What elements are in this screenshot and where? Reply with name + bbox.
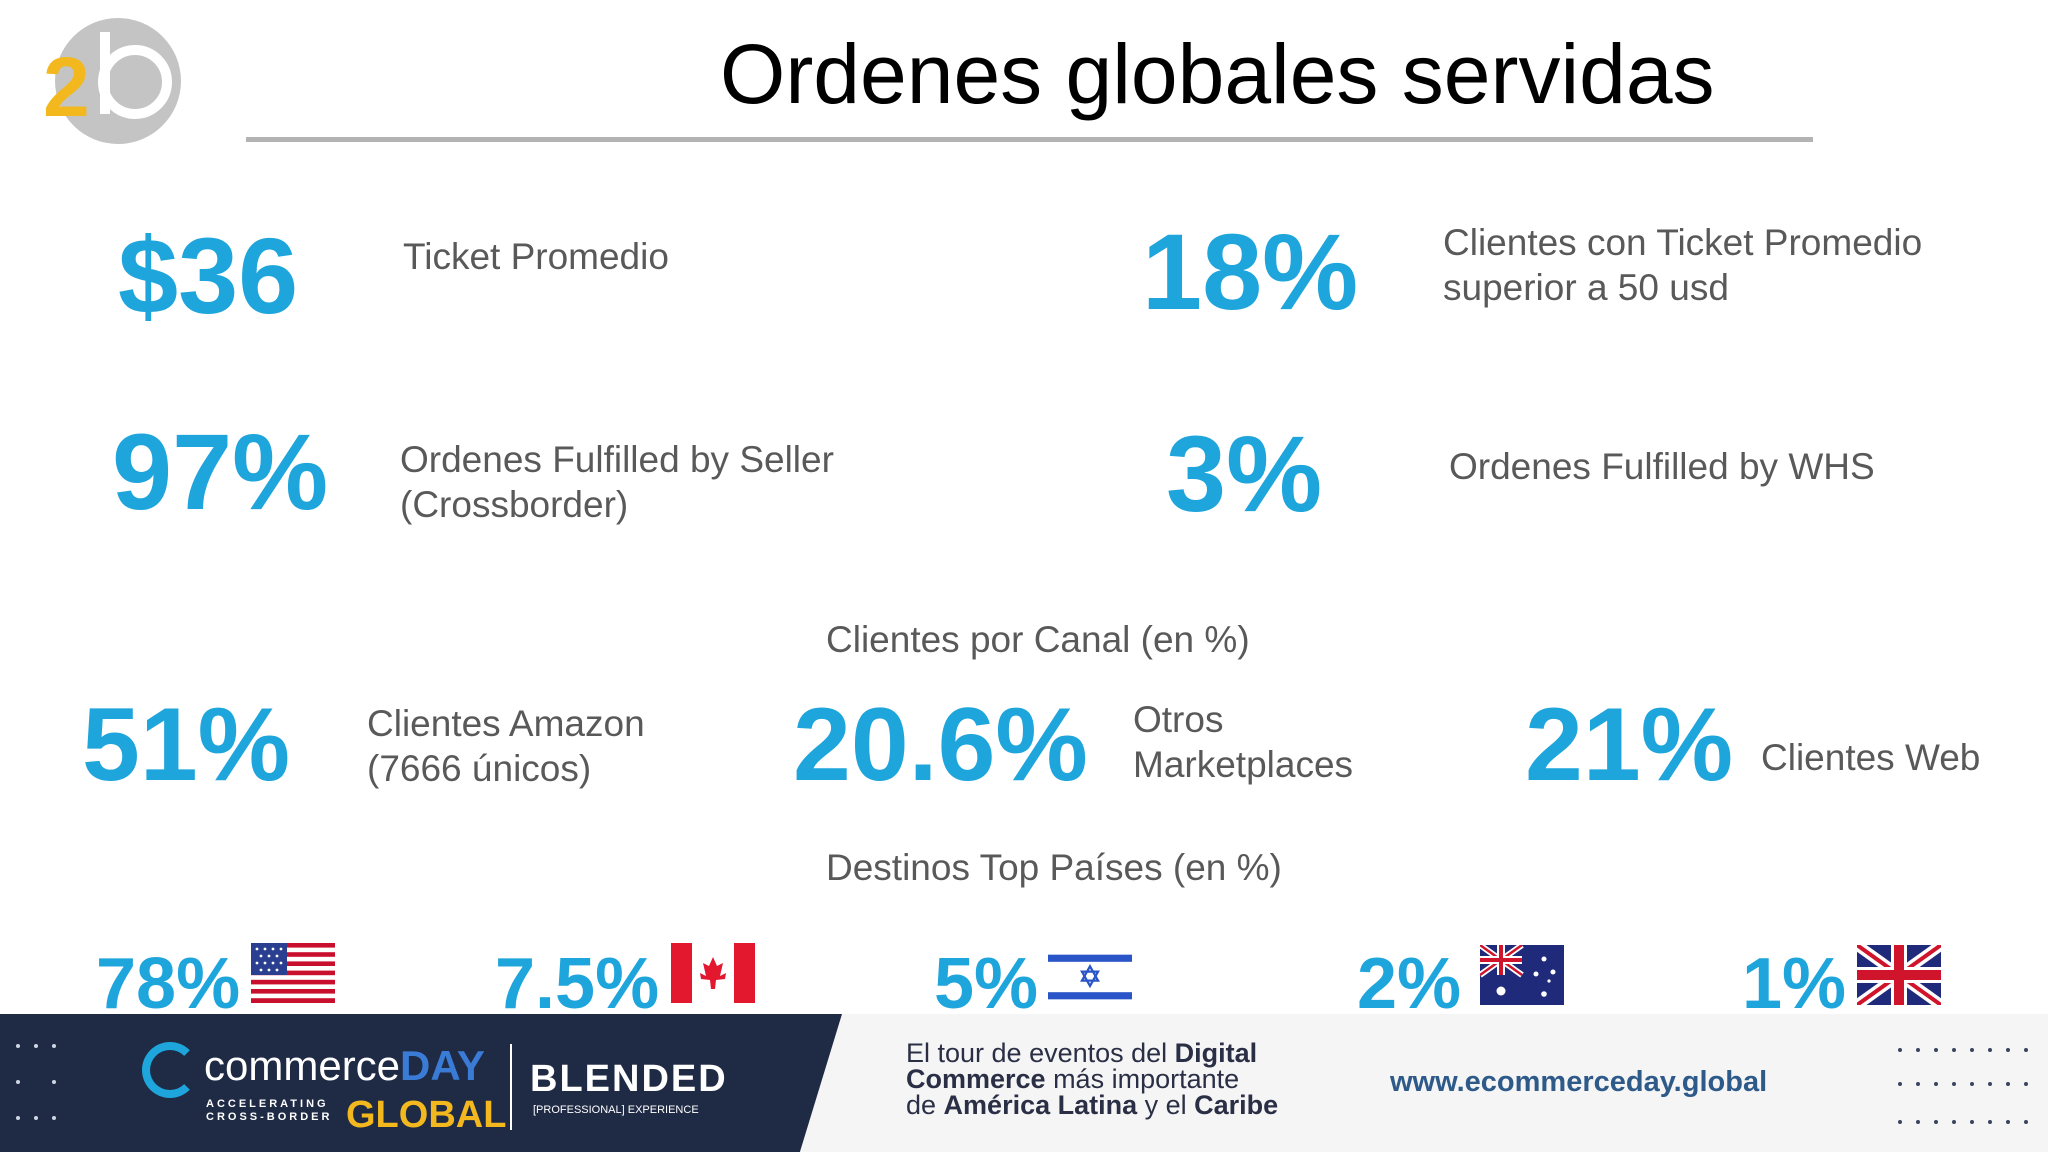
- tour-line-2b: más importante: [1045, 1064, 1240, 1094]
- destination-canada-value: 7.5%: [495, 944, 660, 1024]
- high-ticket-value: 18%: [1142, 211, 1359, 332]
- brand-commerce-text: commerce: [204, 1042, 401, 1089]
- destination-usa-value: 78%: [96, 944, 241, 1024]
- tour-line-1a: El tour de eventos del: [906, 1038, 1175, 1068]
- event-banner: commerceDAY ACCELERATING CROSS-BORDER GL…: [0, 1014, 2048, 1152]
- page-title: Ordenes globales servidas: [720, 27, 1715, 121]
- tour-line-3d: Caribe: [1194, 1090, 1279, 1120]
- channels-heading: Clientes por Canal (en %): [826, 619, 1250, 660]
- title-underline: [246, 137, 1813, 142]
- tour-line-2a: Commerce: [906, 1064, 1046, 1094]
- svg-text:2: 2: [43, 40, 90, 134]
- tagline-line-2: CROSS-BORDER: [206, 1111, 333, 1123]
- canada-flag-icon: [671, 943, 755, 1003]
- banner-divider: [510, 1044, 512, 1130]
- web-label: Clientes Web: [1761, 737, 1981, 778]
- tour-line-3c: y el: [1137, 1090, 1195, 1120]
- destination-australia-value: 2%: [1357, 944, 1462, 1024]
- blended-label: BLENDED: [530, 1058, 728, 1100]
- seller-value: 97%: [112, 411, 329, 532]
- ticket-label: Ticket Promedio: [403, 236, 669, 277]
- amazon-label: Clientes Amazon (7666 únicos): [367, 703, 645, 789]
- logo-2b-icon: 2: [43, 18, 181, 144]
- israel-flag-icon: [1048, 950, 1132, 1004]
- ecommerce-e-icon: [142, 1042, 198, 1098]
- dot-pattern-left: [16, 1044, 56, 1120]
- dot-pattern-right: [1898, 1048, 2028, 1124]
- tour-line-3a: de: [906, 1090, 944, 1120]
- brand-day-text: DAY: [400, 1042, 485, 1089]
- company-logo: 2: [40, 18, 190, 148]
- destinations-heading: Destinos Top Países (en %): [826, 847, 1282, 888]
- tagline-line-1: ACCELERATING: [206, 1098, 329, 1110]
- uk-flag-icon: [1857, 945, 1941, 1005]
- high-ticket-label: Clientes con Ticket Promedio superior a …: [1443, 222, 1923, 308]
- tour-line-1b: Digital: [1174, 1038, 1258, 1068]
- banner-dark-panel: [0, 1014, 842, 1152]
- whs-label: Ordenes Fulfilled by WHS: [1449, 446, 1875, 487]
- seller-label: Ordenes Fulfilled by Seller (Crossborder…: [400, 439, 834, 525]
- brand-commerce: commerceDAY: [204, 1042, 485, 1090]
- usa-flag-icon: [251, 943, 335, 1003]
- ticket-value: $36: [118, 215, 299, 336]
- event-url-link[interactable]: www.ecommerceday.global: [1390, 1066, 1768, 1098]
- tagline: ACCELERATING CROSS-BORDER: [206, 1098, 332, 1124]
- whs-value: 3%: [1166, 413, 1323, 534]
- destination-uk-value: 1%: [1742, 944, 1847, 1024]
- marketplaces-value: 20.6%: [793, 687, 1088, 803]
- web-value: 21%: [1525, 687, 1734, 803]
- marketplaces-label: Otros Marketplaces: [1133, 699, 1354, 785]
- destination-israel-value: 5%: [934, 944, 1039, 1024]
- tour-text: El tour de eventos del Digital Commerce …: [906, 1038, 1279, 1120]
- australia-flag-icon: [1480, 945, 1564, 1005]
- tour-line-3b: América Latina: [943, 1090, 1138, 1120]
- brand-global: GLOBAL: [346, 1094, 507, 1136]
- blended-sub: [PROFESSIONAL] EXPERIENCE: [533, 1104, 699, 1116]
- amazon-value: 51%: [82, 687, 291, 803]
